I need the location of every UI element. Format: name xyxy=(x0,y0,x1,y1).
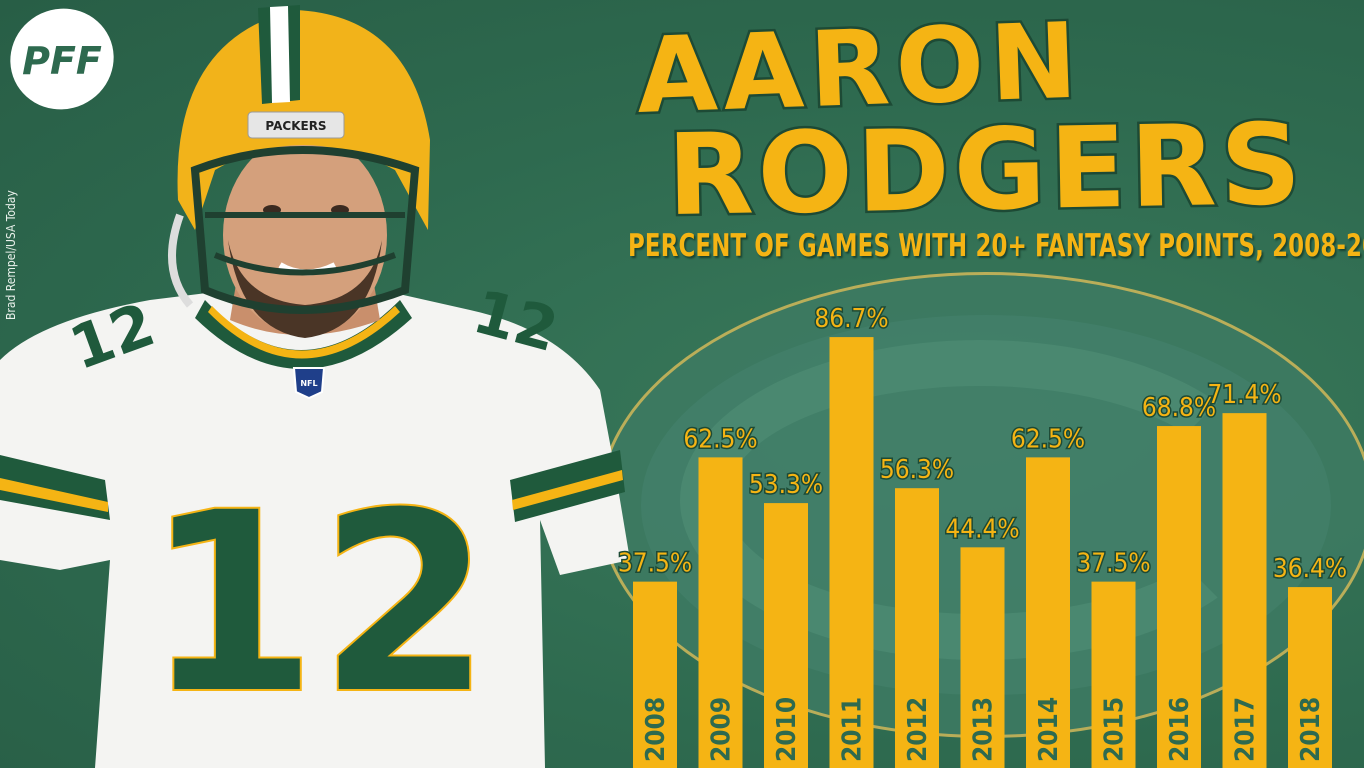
bar-value-label-2008: 37.5% xyxy=(618,549,692,579)
bar-year-label-2013: 2013 xyxy=(969,697,999,762)
bar-2016 xyxy=(1157,426,1201,768)
bar-value-label-2009: 62.5% xyxy=(683,424,757,454)
chart-title: PERCENT OF GAMES WITH 20+ FANTASY POINTS… xyxy=(628,228,1364,264)
helmet-bumper-text: PACKERS xyxy=(265,119,326,133)
pff-logo-text: PFF xyxy=(22,39,102,83)
bar-year-label-2008: 2008 xyxy=(641,697,671,762)
bar-value-label-2012: 56.3% xyxy=(880,455,954,485)
title-last-name: RODGERS xyxy=(666,100,1306,234)
bar-chart: 37.5% 2008 62.5% 2009 53.3% 2010 86.7% 2011 56.3… xyxy=(616,303,1349,768)
bar-value-label-2017: 71.4% xyxy=(1207,380,1281,410)
nfl-shield-text: NFL xyxy=(300,379,317,388)
bar-value-label-2018: 36.4% xyxy=(1273,554,1347,584)
bar-2010 xyxy=(764,503,808,768)
player-name-title: AARON RODGERS xyxy=(632,4,1309,234)
bar-year-label-2016: 2016 xyxy=(1165,697,1195,762)
jersey-number: 12 xyxy=(144,458,492,749)
bar-value-label-2014: 62.5% xyxy=(1011,424,1085,454)
bar-value-label-2015: 37.5% xyxy=(1076,549,1150,579)
bar-2018 xyxy=(1288,587,1332,768)
title-first-name: AARON xyxy=(635,4,1086,137)
bar-value-label-2010: 53.3% xyxy=(749,470,823,500)
bar-2014 xyxy=(1026,457,1070,768)
player-photo: NFL 12 12 12 PACKERS xyxy=(0,5,630,768)
bar-2013 xyxy=(960,547,1005,768)
bar-value-label-2011: 86.7% xyxy=(814,304,888,334)
bar-2017 xyxy=(1222,413,1267,768)
bar-2012 xyxy=(895,488,939,768)
bar-year-label-2010: 2010 xyxy=(772,697,802,762)
bar-value-label-2016: 68.8% xyxy=(1142,393,1216,423)
bar-year-label-2012: 2012 xyxy=(903,697,933,762)
bar-2015 xyxy=(1091,581,1136,768)
bar-value-label-2013: 44.4% xyxy=(945,514,1019,544)
bar-year-label-2014: 2014 xyxy=(1034,697,1064,762)
bar-year-label-2009: 2009 xyxy=(707,697,737,762)
bar-year-label-2017: 2017 xyxy=(1231,697,1261,762)
bar-year-label-2015: 2015 xyxy=(1100,697,1130,762)
bar-year-label-2011: 2011 xyxy=(838,697,868,762)
bar-2009 xyxy=(698,457,743,768)
bar-year-label-2018: 2018 xyxy=(1296,697,1326,762)
bar-2011 xyxy=(829,337,874,768)
pff-logo: PFF xyxy=(10,8,114,110)
bar-2008 xyxy=(633,581,677,768)
